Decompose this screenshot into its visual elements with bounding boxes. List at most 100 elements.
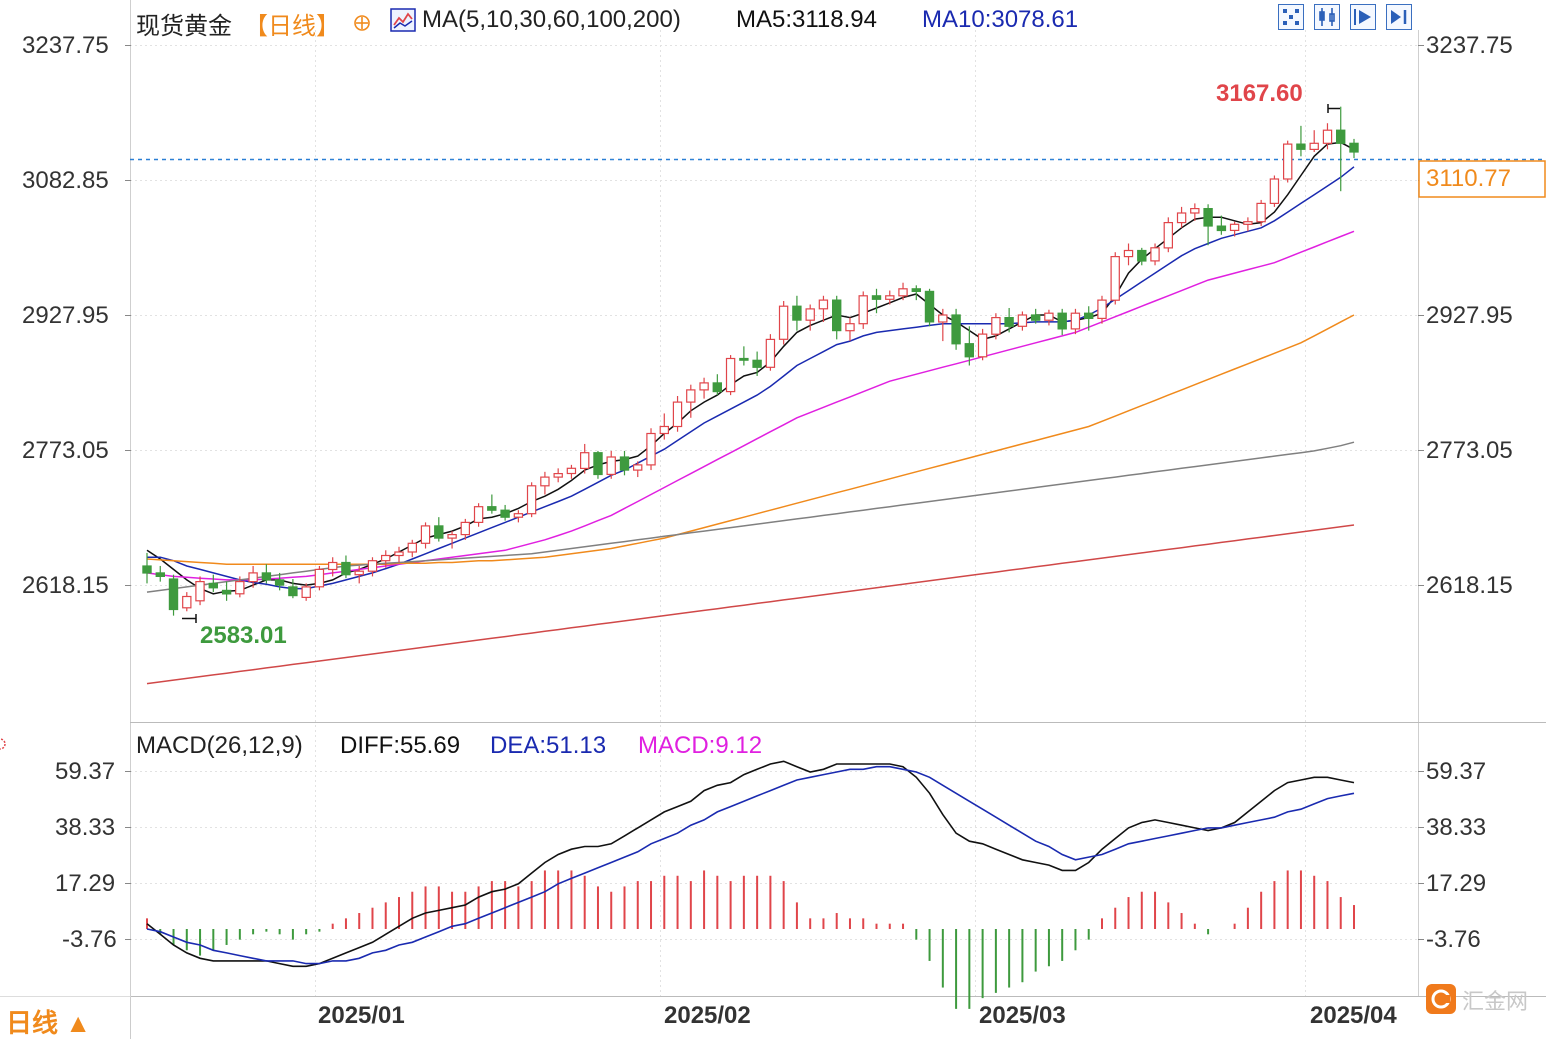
candle-body <box>1017 314 1028 327</box>
instrument-title: 现货黄金 <box>136 13 232 40</box>
ma5-value: MA5:3118.94 <box>736 6 877 33</box>
candle-body <box>526 485 537 515</box>
price-axis-right-4: 2618.15 <box>1426 572 1513 599</box>
period-tag[interactable]: 【日线】 <box>244 13 340 40</box>
ma-line-ma30 <box>146 230 1355 581</box>
macd-line-dea <box>146 765 1355 965</box>
macd-params: MACD(26,12,9) <box>136 732 303 759</box>
low-marker <box>182 614 197 623</box>
candle-body <box>208 582 218 589</box>
candle-body <box>407 542 418 553</box>
candle-body <box>341 561 351 576</box>
candle-body <box>964 343 975 358</box>
candles <box>142 106 1359 616</box>
macd-axis-right-0: 59.37 <box>1426 758 1487 785</box>
candle-body <box>938 314 948 323</box>
price-axis-left-3: 2773.05 <box>22 437 109 464</box>
ma-line-ma10 <box>147 166 1355 590</box>
candle-body <box>500 509 510 518</box>
candle-body <box>1309 142 1319 151</box>
current-price-label: 3110.77 <box>1426 165 1511 192</box>
candle-body <box>1229 223 1240 232</box>
candle-body <box>659 425 670 435</box>
step-forward-button[interactable] <box>1386 4 1412 30</box>
candle-body <box>1097 299 1107 320</box>
price-axis-right-3: 2773.05 <box>1426 437 1513 464</box>
ma-line-ma200 <box>146 524 1355 685</box>
period-selector[interactable]: 日线 ▲ <box>0 996 131 1039</box>
candle-body <box>142 565 152 574</box>
candle-body <box>818 299 829 310</box>
candle-body <box>301 586 311 599</box>
macd-histogram <box>146 870 1355 1009</box>
macd-axis-left-3: -3.76 <box>62 926 117 953</box>
candle-body <box>1163 222 1173 249</box>
high-marker <box>1327 104 1340 113</box>
high-price-label: 3167.60 <box>1216 80 1303 107</box>
crosshair-grid-icon <box>1283 9 1299 25</box>
chart-frame <box>130 0 1546 997</box>
gear-icon[interactable] <box>0 734 8 754</box>
candle-body <box>1044 312 1054 321</box>
candle-body <box>354 570 364 576</box>
candle-body <box>394 551 404 557</box>
candle-body <box>739 357 749 361</box>
price-axis-right-0: 3237.75 <box>1426 32 1513 59</box>
step-forward-icon <box>1391 10 1407 24</box>
candle-body <box>1216 225 1227 232</box>
candle-body <box>1203 208 1213 227</box>
ma-line-ma5 <box>146 141 1355 595</box>
candle-body <box>858 295 868 325</box>
x-axis-label-2: 2025/03 <box>979 1002 1066 1029</box>
indicator-chart-icon[interactable] <box>390 8 416 32</box>
candle-body <box>579 452 590 470</box>
candle-body <box>434 525 444 539</box>
candle-body <box>328 561 338 571</box>
candle-body <box>513 513 524 518</box>
candle-body <box>540 476 550 487</box>
candle-body <box>1269 178 1280 204</box>
candle-body <box>367 560 378 572</box>
candle-body <box>168 578 179 611</box>
candle-body <box>924 290 935 323</box>
candle-body <box>1030 314 1041 321</box>
candle-body <box>1057 312 1067 330</box>
candle-body <box>1256 202 1266 223</box>
x-axis-label-3: 2025/04 <box>1310 1002 1397 1029</box>
candle-body <box>473 506 484 524</box>
zoom-in-button[interactable] <box>1350 4 1376 30</box>
crosshair-toggle-button[interactable] <box>1278 4 1304 30</box>
macd-dea-value: DEA:51.13 <box>490 732 607 759</box>
ma-params: MA(5,10,30,60,100,200) <box>422 6 681 33</box>
macd-lines <box>146 760 1355 968</box>
price-axis-left-2: 2927.95 <box>22 302 109 329</box>
candle-body <box>725 357 736 393</box>
ma10-value: MA10:3078.61 <box>922 6 1079 33</box>
candle-body <box>248 572 258 583</box>
candle-body <box>805 308 815 321</box>
candle-body <box>898 288 908 297</box>
candle-body <box>1282 143 1293 180</box>
ma-line-ma60 <box>146 314 1355 565</box>
candle-body <box>1296 143 1306 150</box>
candle-body <box>792 305 802 321</box>
candle-body <box>1123 249 1134 258</box>
axis-ticks <box>125 45 1424 940</box>
candle-body <box>911 288 922 292</box>
candle-type-button[interactable] <box>1314 4 1340 30</box>
crosshair-add-icon[interactable] <box>352 12 372 32</box>
candle-body <box>182 595 192 609</box>
candle-body <box>155 572 165 578</box>
candle-body <box>553 473 563 478</box>
candle-body <box>566 467 577 475</box>
x-axis-label-1: 2025/02 <box>664 1002 751 1029</box>
low-price-label: 2583.01 <box>200 622 287 649</box>
candle-body <box>593 452 603 476</box>
candle-body <box>1083 312 1094 320</box>
candle-body <box>1137 249 1147 262</box>
candle-body <box>712 382 723 393</box>
macd-value: MACD:9.12 <box>638 732 763 759</box>
candle-body <box>831 299 842 332</box>
candle-body <box>1070 312 1081 330</box>
